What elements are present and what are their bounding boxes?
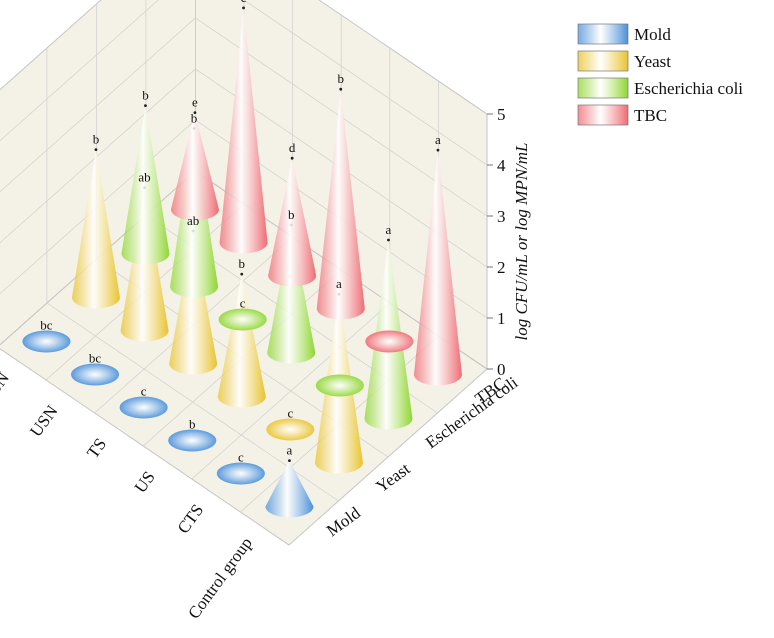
cone-mold-0 bbox=[265, 459, 314, 518]
sig-label: b bbox=[142, 88, 149, 103]
sig-label: c bbox=[141, 384, 147, 399]
group-tick-label: Control group bbox=[184, 534, 256, 623]
z-axis-title: log CFU/mL or log MPN/mL bbox=[512, 142, 531, 340]
cone-tbc-1 bbox=[365, 330, 414, 353]
legend-label: Yeast bbox=[634, 52, 671, 71]
cone-mold-5 bbox=[22, 330, 71, 353]
sig-label: bc bbox=[89, 351, 102, 366]
sig-label: c bbox=[241, 0, 247, 5]
group-tick-label: USN bbox=[26, 402, 61, 441]
z-tick-label: 0 bbox=[497, 360, 506, 379]
legend: Mold Yeast Escherichia coli TBC bbox=[577, 23, 743, 126]
cone-escherichia-coli-3 bbox=[218, 308, 267, 331]
sig-label: b bbox=[93, 132, 100, 147]
cone-tbc-4 bbox=[219, 6, 268, 254]
z-tick-label: 1 bbox=[497, 309, 506, 328]
legend-label: Mold bbox=[634, 25, 671, 44]
sig-label: a bbox=[386, 222, 392, 237]
z-tick-label: 3 bbox=[497, 207, 506, 226]
sig-label: a bbox=[287, 443, 293, 458]
legend-swatch bbox=[577, 50, 629, 72]
z-tick-label: 5 bbox=[497, 105, 506, 124]
sig-label: b bbox=[189, 417, 196, 432]
sig-label: a bbox=[435, 132, 441, 147]
sig-label: d bbox=[289, 140, 296, 155]
cone-mold-3 bbox=[119, 396, 168, 419]
chart-cones bbox=[22, 6, 462, 518]
group-tick-label: CTS bbox=[174, 501, 208, 537]
cone-tbc-5 bbox=[170, 111, 219, 221]
sig-label: c bbox=[240, 296, 246, 311]
cone-escherichia-coli-1 bbox=[315, 374, 364, 397]
legend-swatch bbox=[577, 104, 629, 126]
legend-label: TBC bbox=[634, 106, 667, 125]
cone-yeast-2 bbox=[217, 272, 266, 408]
z-tick-label: 4 bbox=[497, 156, 506, 175]
legend-swatch bbox=[577, 77, 629, 99]
legend-label: Escherichia coli bbox=[634, 79, 743, 98]
sig-label: c bbox=[238, 450, 244, 465]
sig-label: e bbox=[192, 95, 198, 110]
cone-tbc-3 bbox=[268, 156, 317, 287]
sig-label: c bbox=[287, 406, 293, 421]
cone-mold-1 bbox=[216, 462, 265, 485]
cone-yeast-5 bbox=[71, 148, 120, 309]
cone-yeast-1 bbox=[266, 418, 315, 441]
sig-label: b bbox=[191, 110, 198, 125]
group-tick-label: TS bbox=[83, 435, 110, 462]
sig-label: b bbox=[239, 256, 246, 271]
group-tick-label: US bbox=[131, 468, 159, 497]
sig-label: a bbox=[336, 276, 342, 291]
cone-escherichia-coli-5 bbox=[121, 104, 170, 265]
group-tick-label: TSN bbox=[0, 369, 13, 406]
cone-mold-2 bbox=[168, 429, 217, 452]
sig-label: b bbox=[288, 207, 295, 222]
z-tick-label: 2 bbox=[497, 258, 506, 277]
cone-tbc-0 bbox=[413, 148, 462, 386]
sig-label: ab bbox=[187, 213, 199, 228]
cone-mold-4 bbox=[71, 363, 120, 386]
sig-label: ab bbox=[138, 170, 150, 185]
legend-swatch bbox=[577, 23, 629, 45]
cone-tbc-2 bbox=[316, 87, 365, 320]
sig-label: bc bbox=[40, 318, 53, 333]
sig-label: b bbox=[338, 71, 345, 86]
